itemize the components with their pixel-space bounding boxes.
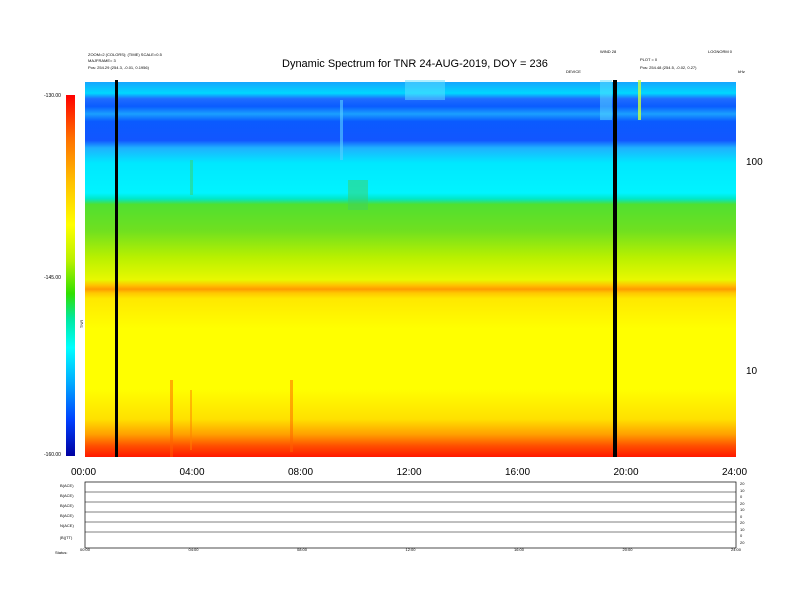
header-left-line3: Pos: 254.29 (254.3, -0.01, 0.1956): [88, 65, 149, 70]
lower-x-tick: 08:00: [297, 547, 308, 552]
x-tick: 20:00: [613, 467, 639, 478]
lower-label-4: N(ACE): [60, 523, 74, 528]
lower-right-label: 0: [740, 494, 743, 499]
header-right-line2: PLOT = 0: [640, 57, 658, 62]
x-tick: 24:00: [722, 467, 748, 478]
lower-label-3: B(ACE): [60, 513, 74, 518]
colorbar-label-mid: -145.00: [44, 275, 61, 281]
chart-title: Dynamic Spectrum for TNR 24-AUG-2019, DO…: [282, 58, 548, 70]
lower-right-label: 0: [740, 533, 743, 538]
lower-right-label: 10: [740, 507, 745, 512]
lower-x-tick: 16:00: [514, 547, 525, 552]
lower-right-label: 20: [740, 539, 745, 545]
y-tick-10: 10: [746, 366, 758, 377]
lower-right-label: 0: [740, 513, 743, 519]
right-unit-label: kHz: [738, 69, 745, 74]
colorbar: [66, 95, 75, 456]
x-tick: 08:00: [288, 467, 314, 478]
lower-footer: Status:: [55, 550, 68, 555]
x-tick: 12:00: [396, 467, 422, 478]
y-tick-100: 100: [746, 157, 763, 168]
x-tick: 00:00: [71, 467, 97, 478]
header-left-line1: ZOOM=2 (COLORS); (TIME) SCALE=0.5: [88, 52, 162, 57]
lower-label-0: B(ACE): [60, 483, 74, 488]
header-right-line1: WIND 28: [600, 49, 617, 54]
x-tick: 04:00: [179, 467, 205, 478]
colorbar-unit: TNR: [79, 319, 85, 329]
lower-right-label: 10: [740, 487, 745, 493]
lower-x-tick: 00:00: [80, 547, 91, 552]
x-tick: 16:00: [505, 467, 531, 478]
lower-label-5: |B|(TT): [60, 535, 73, 540]
lower-panel: [84, 481, 737, 549]
lower-x-tick: 04:00: [188, 547, 199, 552]
colorbar-label-top: -130.00: [44, 93, 61, 99]
lower-x-tick: 20:00: [622, 547, 633, 552]
colorbar-label-bottom: -160.00: [44, 452, 61, 458]
lower-right-label: 20: [740, 500, 745, 506]
lower-right-label: 20: [740, 520, 745, 525]
header-left-line2: MAJFRAME= 3: [88, 58, 116, 63]
lower-label-2: B(ACE): [60, 503, 74, 508]
spectrogram: [85, 80, 736, 457]
header-right-top: LOGNORM 0: [708, 49, 733, 54]
lower-x-tick: 24:00: [731, 547, 742, 552]
lower-x-tick: 12:00: [405, 547, 416, 552]
header-center-small: DEVICE: [566, 69, 581, 74]
header-right-line3: Pos: 254.48 (254.5, -0.02, 0.27): [640, 65, 697, 70]
lower-right-label: 20: [740, 481, 745, 486]
lower-right-label: 10: [740, 526, 745, 532]
lower-label-1: B(ACE): [60, 493, 74, 498]
